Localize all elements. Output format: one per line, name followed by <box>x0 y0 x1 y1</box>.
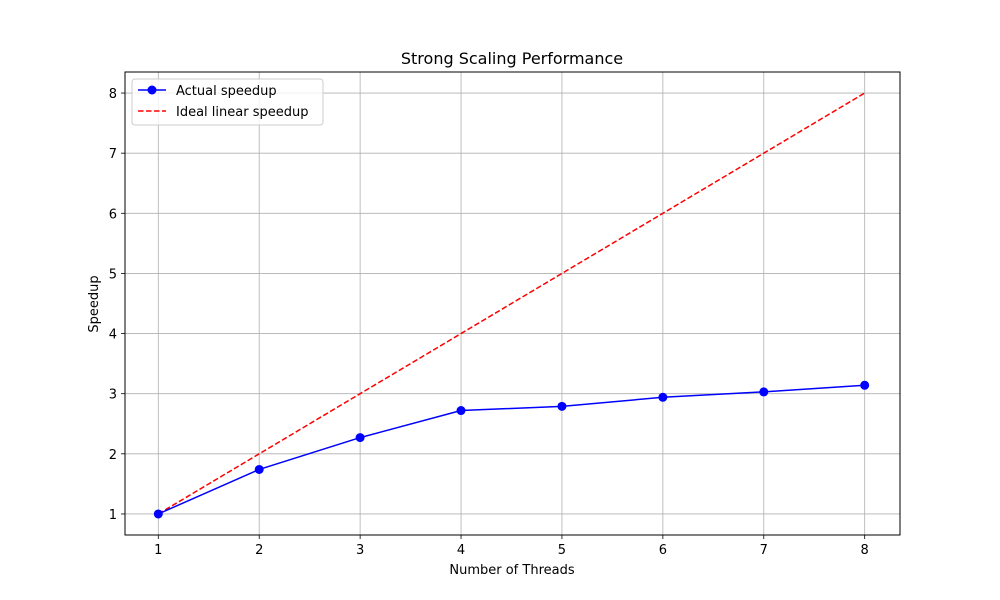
chart-title: Strong Scaling Performance <box>401 49 623 68</box>
y-tick-label: 2 <box>109 448 117 463</box>
legend-box <box>131 78 324 126</box>
y-tick-label: 8 <box>109 87 117 102</box>
x-tick-label: 4 <box>457 543 465 558</box>
ideal-speedup-line <box>157 92 866 515</box>
y-tick-label: 6 <box>109 207 117 222</box>
y-tick-label: 7 <box>109 147 117 162</box>
grid <box>125 72 900 535</box>
legend-label-ideal: Ideal linear speedup <box>176 105 308 120</box>
actual-speedup-point <box>658 392 668 402</box>
legend-marker-actual <box>147 85 157 95</box>
actual-speedup-point <box>153 509 163 519</box>
y-tick-label: 4 <box>109 328 117 343</box>
y-tick-label: 5 <box>109 267 117 282</box>
x-axis-label: Number of Threads <box>449 563 574 578</box>
y-axis-label: Speedup <box>87 275 102 332</box>
x-tick-label: 1 <box>154 543 162 558</box>
actual-speedup-point <box>759 387 769 397</box>
series-layer <box>153 92 870 519</box>
actual-speedup-point <box>254 464 264 474</box>
plot-area-frame <box>124 71 901 536</box>
x-tick-label: 6 <box>659 543 667 558</box>
y-tick-label: 3 <box>109 388 117 403</box>
x-tick-label: 3 <box>356 543 364 558</box>
y-tick-label: 1 <box>109 508 117 523</box>
actual-speedup-point <box>456 406 466 416</box>
legend: Actual speedup Ideal linear speedup <box>131 78 324 126</box>
actual-speedup-line <box>157 384 865 515</box>
x-tick-label: 8 <box>861 543 869 558</box>
actual-speedup-point <box>355 433 365 443</box>
ticks: 1 2 3 4 5 6 7 8 1 2 3 4 5 6 7 8 <box>109 87 869 558</box>
x-tick-label: 7 <box>760 543 768 558</box>
actual-speedup-point <box>860 380 870 390</box>
actual-speedup-point <box>557 401 567 411</box>
x-tick-label: 2 <box>255 543 263 558</box>
x-tick-label: 5 <box>558 543 566 558</box>
legend-label-actual: Actual speedup <box>176 84 277 99</box>
